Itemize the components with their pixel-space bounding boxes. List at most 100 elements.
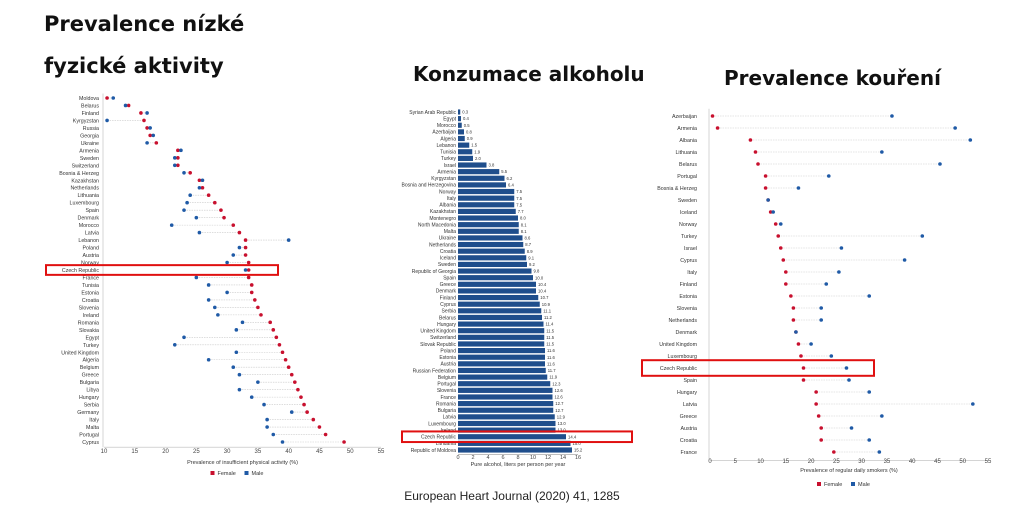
smoking-category-label-israel: Israel	[684, 246, 697, 252]
activity-title-line1: Prevalence nízké	[44, 12, 245, 36]
alcohol-bar-hungary	[458, 321, 544, 327]
smoking-point-male-armenia	[953, 126, 957, 130]
activity-point-male-hungary	[249, 395, 254, 399]
activity-category-label-austria: Austria	[83, 253, 100, 259]
smoking-point-female-turkey	[776, 234, 781, 238]
activity-category-label-italy: Italy	[89, 418, 99, 424]
alcohol-value-label-romania: 12.7	[555, 401, 564, 406]
alcohol-bar-slovak-republic	[458, 341, 545, 347]
activity-point-male-slovakia	[234, 328, 239, 332]
smoking-category-label-finland: Finland	[680, 282, 697, 288]
alcohol-category-label-poland: Poland	[440, 348, 456, 354]
activity-point-female-egypt	[274, 335, 279, 340]
alcohol-category-label-belgium: Belgium	[438, 375, 456, 381]
activity-point-female-tunisia	[249, 283, 254, 287]
smoking-point-male-norway	[778, 222, 783, 226]
alcohol-bar-montenegro	[458, 215, 518, 221]
activity-point-male-moldova	[111, 96, 116, 100]
alcohol-category-label-france: France	[440, 395, 456, 401]
activity-point-male-netherlands	[197, 185, 202, 190]
alcohol-value-label-latvia: 12.9	[557, 414, 566, 419]
activity-x-axis-label: Prevalence of insufficient physical acti…	[187, 460, 298, 466]
smoking-point-female-portugal	[763, 174, 768, 178]
activity-category-label-united-kingdom: United Kingdom	[61, 350, 99, 356]
alcohol-value-label-lebanon: 1.5	[471, 143, 477, 148]
alcohol-bar-egypt	[458, 116, 461, 122]
activity-point-female-serbia	[302, 402, 306, 407]
activity-category-label-latvia: Latvia	[85, 231, 99, 237]
alcohol-value-label-slovak-republic: 11.5	[546, 342, 555, 347]
alcohol-bar-poland	[458, 348, 545, 354]
activity-point-female-france	[246, 275, 251, 280]
activity-category-label-kyrgyzstan: Kyrgyzstan	[73, 118, 99, 124]
alcohol-bar-albania	[458, 202, 515, 208]
activity-point-male-austria	[231, 253, 236, 257]
activity-tick-label-15: 15	[131, 449, 138, 455]
alcohol-value-label-croatia: 8.9	[527, 249, 533, 254]
alcohol-value-label-turkey: 2.0	[475, 156, 481, 161]
activity-point-male-serbia	[262, 402, 266, 407]
activity-point-female-moldova	[105, 96, 109, 100]
activity-point-female-estonia	[249, 290, 254, 295]
smoking-legend-swatch-male	[851, 482, 855, 486]
alcohol-value-label-czech-republic: 14.4	[568, 434, 577, 439]
alcohol-category-label-cyprus: Cyprus	[440, 302, 456, 308]
smoking-point-male-israel	[839, 246, 844, 250]
activity-category-label-algeria: Algeria	[83, 358, 100, 364]
activity-point-female-romania	[268, 320, 273, 325]
alcohol-category-label-romania: Romania	[436, 401, 456, 407]
activity-category-label-belarus: Belarus	[81, 103, 99, 109]
alcohol-bar-kyrgyzstan	[458, 175, 505, 181]
activity-category-label-georgia: Georgia	[80, 133, 99, 139]
smoking-point-female-norway	[773, 222, 778, 226]
activity-point-female-finland	[139, 111, 143, 115]
activity-point-female-united-kingdom	[280, 350, 285, 355]
alcohol-tick-label-12: 12	[545, 455, 551, 461]
activity-category-label-moldova: Moldova	[79, 96, 99, 102]
activity-category-label-tunisia: Tunisia	[82, 283, 99, 289]
smoking-tick-label-55: 55	[985, 459, 992, 465]
alcohol-bar-sweden	[458, 261, 527, 268]
activity-tick-label-45: 45	[316, 449, 323, 455]
smoking-point-female-belarus	[756, 162, 760, 166]
alcohol-value-label-belarus: 11.2	[544, 315, 553, 320]
activity-point-male-croatia	[206, 298, 211, 302]
alcohol-category-label-greece: Greece	[440, 282, 457, 288]
smoking-category-label-norway: Norway	[679, 222, 697, 228]
activity-point-male-morocco	[169, 223, 174, 227]
alcohol-value-label-belgium: 11.9	[549, 375, 558, 380]
activity-point-female-bulgaria	[293, 380, 297, 384]
activity-point-male-switzerland	[172, 163, 177, 168]
alcohol-value-label-spain: 10.0	[535, 275, 544, 280]
activity-category-label-sweden: Sweden	[80, 156, 99, 162]
activity-point-male-czech-republic	[243, 268, 248, 272]
activity-point-female-ukraine	[154, 141, 159, 145]
smoking-point-male-turkey	[920, 234, 925, 238]
alcohol-bar-israel	[458, 162, 487, 168]
activity-point-female-czech-republic	[246, 268, 251, 272]
activity-point-male-egypt	[182, 335, 186, 340]
alcohol-value-label-portugal: 12.3	[552, 381, 561, 386]
smoking-point-male-azerbaijan	[890, 114, 894, 118]
smoking-category-label-luxembourg: Luxembourg	[668, 354, 697, 360]
alcohol-bar-armenia	[458, 169, 500, 175]
alcohol-tick-label-14: 14	[560, 455, 566, 461]
activity-category-label-armenia: Armenia	[79, 148, 99, 154]
alcohol-category-label-republic-of-georgia: Republic of Georgia	[412, 269, 456, 275]
smoking-category-label-estonia: Estonia	[679, 294, 697, 300]
alcohol-category-label-denmark: Denmark	[436, 289, 457, 295]
activity-point-male-italy	[265, 417, 269, 422]
alcohol-bar-united-kingdom	[458, 328, 545, 334]
smoking-point-female-israel	[778, 246, 783, 250]
smoking-point-male-hungary	[867, 390, 872, 394]
smoking-category-label-denmark: Denmark	[676, 330, 698, 336]
alcohol-bar-czech-republic	[458, 434, 566, 440]
alcohol-category-label-finland: Finland	[440, 295, 457, 301]
activity-category-label-ukraine: Ukraine	[81, 141, 99, 147]
alcohol-value-label-poland: 11.6	[547, 348, 556, 353]
alcohol-category-label-czech-republic: Czech Republic	[421, 435, 457, 441]
alcohol-category-label-estonia: Estonia	[439, 355, 456, 361]
smoking-category-label-czech-republic: Czech Republic	[660, 366, 697, 372]
smoking-point-female-lithuania	[753, 150, 758, 154]
smoking-point-male-czech-republic	[844, 366, 849, 370]
